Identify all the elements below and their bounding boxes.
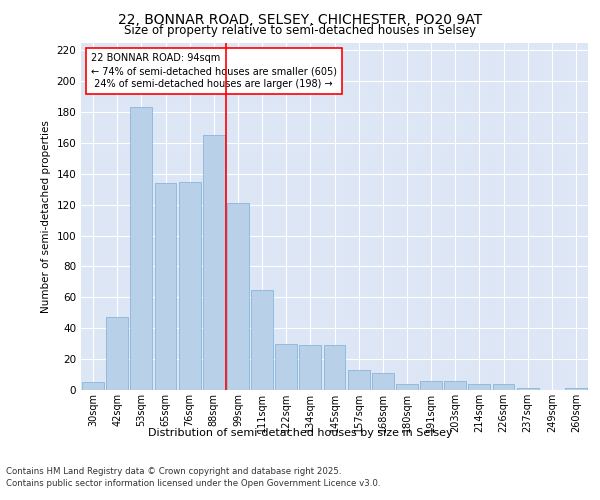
Bar (82, 382, 104, 390)
Bar (469, 384, 490, 390)
Bar (517, 388, 539, 390)
Bar (106, 318, 128, 390)
Bar (130, 108, 152, 390)
Bar (227, 203, 249, 390)
Bar (372, 373, 394, 390)
Text: 22 BONNAR ROAD: 94sqm
← 74% of semi-detached houses are smaller (605)
 24% of se: 22 BONNAR ROAD: 94sqm ← 74% of semi-deta… (91, 53, 337, 90)
Bar (251, 290, 273, 390)
Bar (348, 370, 370, 390)
Bar (445, 380, 466, 390)
Text: Contains public sector information licensed under the Open Government Licence v3: Contains public sector information licen… (6, 479, 380, 488)
Bar (203, 135, 224, 390)
Bar (493, 384, 514, 390)
Bar (179, 182, 200, 390)
Bar (275, 344, 297, 390)
Bar (420, 380, 442, 390)
Text: Contains HM Land Registry data © Crown copyright and database right 2025.: Contains HM Land Registry data © Crown c… (6, 468, 341, 476)
Text: Size of property relative to semi-detached houses in Selsey: Size of property relative to semi-detach… (124, 24, 476, 37)
Bar (299, 345, 321, 390)
Bar (396, 384, 418, 390)
Bar (323, 345, 346, 390)
Text: Distribution of semi-detached houses by size in Selsey: Distribution of semi-detached houses by … (148, 428, 452, 438)
Bar (565, 388, 587, 390)
Bar (155, 183, 176, 390)
Y-axis label: Number of semi-detached properties: Number of semi-detached properties (41, 120, 51, 312)
Text: 22, BONNAR ROAD, SELSEY, CHICHESTER, PO20 9AT: 22, BONNAR ROAD, SELSEY, CHICHESTER, PO2… (118, 12, 482, 26)
